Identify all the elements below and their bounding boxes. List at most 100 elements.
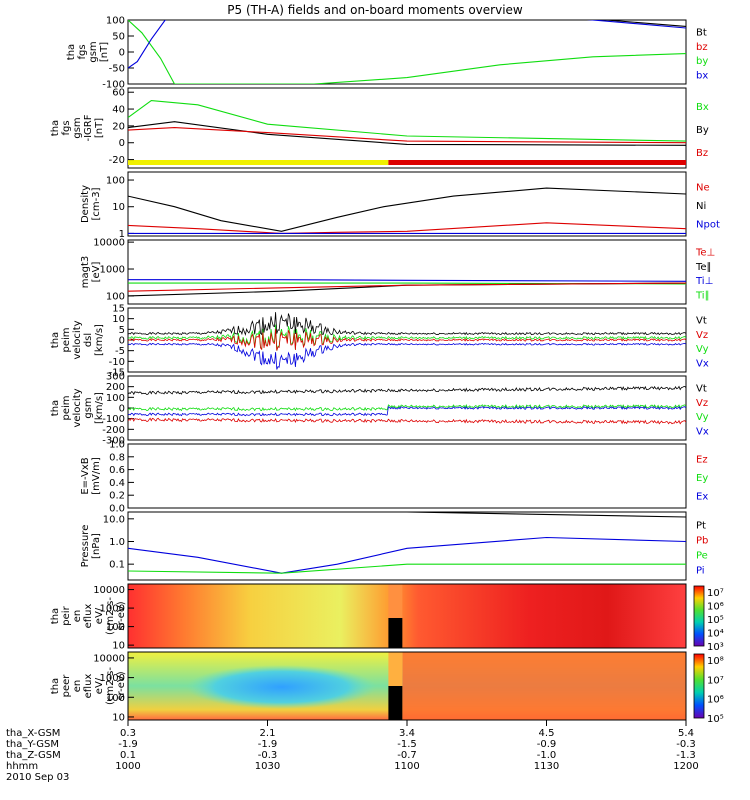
legend-label: bz — [696, 42, 708, 53]
xtick-y: -1.5 — [397, 739, 417, 750]
legend-label: Vt — [696, 316, 707, 327]
xtick-z: -0.7 — [397, 750, 417, 761]
series-Vt — [128, 312, 686, 337]
ylabel-line: gsm — [88, 41, 99, 62]
xtick-hhmm: 1200 — [673, 761, 698, 772]
legend-label: Bt — [696, 28, 707, 39]
series-green — [128, 100, 686, 142]
mode-bar-fast — [388, 160, 686, 165]
ytick-label: 0.0 — [109, 504, 125, 515]
xtick-hhmm: 1100 — [394, 761, 419, 772]
panel-frame — [127, 239, 687, 305]
ytick-label: -15 — [109, 368, 125, 379]
ytick-label: 0.6 — [109, 465, 125, 476]
ytick-label: -100 — [102, 80, 125, 91]
ylabel-line: (cm2-s- — [105, 597, 116, 635]
ytick-label: -20 — [109, 155, 125, 166]
xaxis-row-label: tha_Y-GSM — [6, 739, 59, 750]
ylabel-line: sr-eV) — [116, 671, 127, 700]
legend-label: Vx — [696, 426, 709, 437]
colorbar-label: 10⁵ — [707, 714, 724, 725]
footer-group: tha_X-GSMtha_Y-GSMtha_Z-GSMhhmm0.3-1.90.… — [6, 720, 699, 783]
ylabel-line: peer — [61, 674, 72, 698]
legend-label: Vt — [696, 384, 707, 395]
legend-label: Pi — [696, 566, 705, 577]
xtick-z: -1.3 — [676, 750, 696, 761]
series-by — [128, 20, 686, 84]
series-Pi — [128, 536, 686, 574]
ylabel-line: eflux — [83, 604, 94, 629]
legend-label: Ex — [696, 491, 708, 502]
spectrogram-dropout — [388, 686, 403, 720]
ylabel-line: [mV/m] — [91, 457, 102, 495]
ytick-label: 100 — [106, 176, 125, 187]
ytick-label: 0 — [119, 404, 125, 415]
ytick-label: -300 — [102, 436, 125, 447]
series-Vx — [128, 405, 686, 417]
ylabel-line: eV/ — [94, 607, 105, 624]
ytick-label: -50 — [109, 64, 125, 75]
xtick-y: -0.3 — [676, 739, 696, 750]
legend-label: Te⊥ — [695, 248, 715, 259]
plot-title: P5 (TH-A) fields and on-board moments ov… — [227, 3, 523, 17]
xtick-z: 0.1 — [120, 750, 136, 761]
ytick-label: 5 — [119, 325, 125, 336]
ytick-label: 10000 — [93, 585, 125, 596]
ytick-label: 40 — [112, 105, 125, 116]
ytick-label: 1000 — [100, 673, 125, 684]
legend-label: Vx — [696, 358, 709, 369]
xtick-hhmm: 1030 — [255, 761, 280, 772]
ytick-label: 200 — [106, 382, 125, 393]
ytick-label: 0 — [119, 48, 125, 59]
ylabel-line: velocity — [72, 320, 83, 359]
xtick-y: -1.9 — [118, 739, 138, 750]
panel-frame — [127, 19, 687, 85]
ylabel-line: [nPa] — [91, 533, 102, 559]
panel-efield: 1.00.8 0.6 0.4 0.2 0.0 E=-VxB [mV/m] Ez Ey Ex — [80, 440, 708, 515]
series-Ne — [128, 222, 686, 234]
legend-label: Bx — [696, 102, 709, 113]
series-Pe — [128, 563, 686, 574]
ytick-label: -5 — [115, 346, 125, 357]
legend-label: Vz — [696, 398, 708, 409]
ytick-label: 10 — [112, 202, 125, 213]
ytick-label: 300 — [106, 372, 125, 383]
ytick-label: 0.8 — [109, 452, 125, 463]
date-label: 2010 Sep 03 — [6, 772, 69, 783]
panel-fgs-sm-igrf: 60 40 20 0 -20 tha fgs gsm -IGRF [nT] Bx By Bz — [50, 87, 709, 169]
colorbar — [693, 585, 705, 647]
ylabel-line: en — [72, 610, 83, 623]
ylabel-line: eV/ — [94, 677, 105, 694]
electron-hot-region — [402, 652, 686, 720]
ylabel-line: en — [72, 680, 83, 693]
ytick-label: 1.0 — [109, 537, 125, 548]
xtick-y: -0.9 — [537, 739, 557, 750]
ytick-label: 100 — [106, 622, 125, 633]
series-Vt — [128, 385, 686, 396]
ion-spectrogram-field — [128, 584, 686, 648]
colorbar-label: 10⁴ — [707, 629, 724, 640]
series-black — [128, 121, 686, 146]
series-Te⊥ — [128, 282, 686, 292]
xtick-hhmm: 1130 — [534, 761, 559, 772]
panel-peer-en-eflux: 10000 1000 100 10 tha peer en eflux eV/(cm2-s-sr… — [50, 651, 724, 725]
ylabel-line: (cm2-s- — [105, 667, 116, 705]
ytick-label: 20 — [112, 121, 125, 132]
ytick-label: 60 — [112, 88, 125, 99]
legend-label: Npot — [696, 219, 720, 230]
panel-frame — [127, 171, 687, 237]
colorbar-label: 10³ — [707, 642, 724, 653]
ylabel-line: [nT] — [94, 118, 105, 138]
xaxis-row-label: tha_X-GSM — [6, 728, 60, 739]
ylabel-line: tha — [50, 400, 61, 416]
ylabel-line: tha — [50, 120, 61, 136]
xtick-x: 5.4 — [678, 728, 694, 739]
ylabel-line: velocity — [72, 388, 83, 427]
series-Vx — [128, 342, 686, 370]
ytick-label: 15 — [112, 304, 125, 315]
panel-frame — [127, 511, 687, 581]
series-Ti⊥ — [128, 279, 686, 282]
colorbar-label: 10⁸ — [707, 656, 724, 667]
